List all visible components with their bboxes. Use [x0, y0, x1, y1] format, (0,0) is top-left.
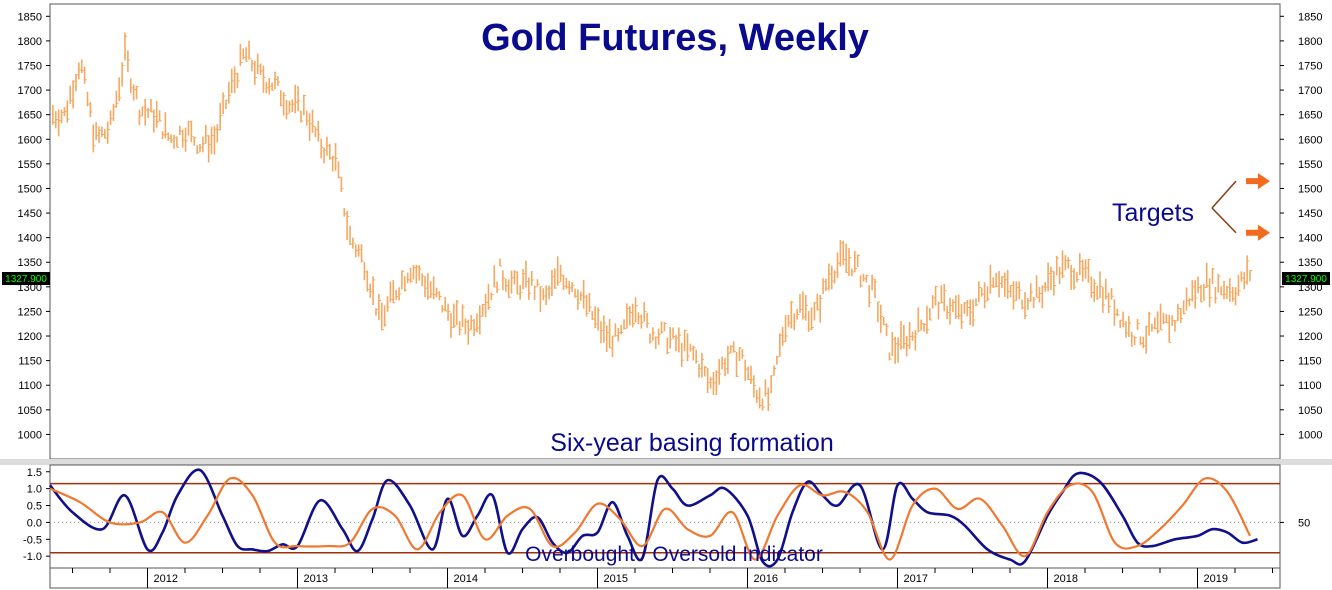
indicator-axis-right: 50 — [1280, 517, 1310, 529]
last-price-tag-right-text: 1327.900 — [1285, 274, 1327, 285]
indicator-tick-label-left: 1.0 — [27, 484, 42, 496]
price-tick-label-left: 1500 — [18, 183, 42, 195]
price-tick-label-left: 1350 — [18, 257, 42, 269]
time-tick-label: 2016 — [754, 573, 778, 585]
indicator-line-slow — [49, 476, 1251, 561]
time-tick-label: 2017 — [904, 573, 928, 585]
price-tick-label-left: 1150 — [18, 356, 42, 368]
price-tick-label-right: 1800 — [1298, 36, 1322, 48]
price-tick-label-left: 1750 — [18, 60, 42, 72]
price-tick-label-right: 1200 — [1298, 331, 1322, 343]
price-axis-right: 1000105011001150120012501300135014001450… — [1280, 11, 1322, 441]
time-tick-label: 2015 — [604, 573, 628, 585]
last-price-tag-right: 1327.900 — [1282, 272, 1330, 285]
targets-annotation: Targets — [1112, 199, 1194, 227]
price-tick-label-left: 1400 — [18, 233, 42, 245]
time-tick-label: 2012 — [154, 573, 178, 585]
price-tick-label-left: 1250 — [18, 306, 42, 318]
price-tick-label-right: 1450 — [1298, 208, 1322, 220]
price-tick-label-left: 1650 — [18, 110, 42, 122]
time-tick-label: 2018 — [1054, 573, 1078, 585]
price-tick-label-right: 1000 — [1298, 429, 1322, 441]
last-price-tag-left-text: 1327.900 — [5, 274, 47, 285]
indicator-lines — [48, 468, 1280, 568]
indicator-tick-label-left: 1.5 — [27, 467, 42, 479]
last-price-tag-right-box — [1282, 272, 1330, 285]
target-leader-line — [1211, 180, 1237, 209]
price-tick-label-right: 1050 — [1298, 405, 1322, 417]
basing-annotation: Six-year basing formation — [550, 429, 833, 457]
indicator-tick-label-left: 0.0 — [27, 517, 42, 529]
indicator-tick-label-right: 50 — [1298, 517, 1310, 529]
target-leader-line — [1211, 207, 1237, 234]
price-tick-label-right: 1150 — [1298, 356, 1322, 368]
price-tick-label-right: 1500 — [1298, 183, 1322, 195]
price-tick-label-right: 1400 — [1298, 233, 1322, 245]
price-tick-label-left: 1000 — [18, 429, 42, 441]
price-tick-label-left: 1100 — [18, 380, 42, 392]
indicator-annotation: Overbought / Oversold Indicator — [525, 543, 823, 566]
price-tick-label-right: 1650 — [1298, 110, 1322, 122]
time-axis-background — [49, 567, 1281, 589]
last-price-tag-left: 1327.900 — [2, 272, 50, 285]
price-tick-label-right: 1250 — [1298, 306, 1322, 318]
target-arrow-icon — [1246, 173, 1270, 190]
last-price-tag-left-box — [2, 272, 50, 285]
target-arrow-icon — [1246, 224, 1270, 241]
price-tick-label-left: 1700 — [18, 85, 42, 97]
time-axis: 2012 2013 2014 2015 2016 2017 2018 2019 — [72, 568, 1273, 588]
price-tick-label-right: 1350 — [1298, 257, 1322, 269]
indicator-axis-left: 1.5 1.0 0.5 0.0 -0.5 -1.0 — [23, 467, 50, 563]
price-tick-label-right: 1600 — [1298, 134, 1322, 146]
price-tick-label-left: 1850 — [18, 11, 42, 23]
indicator-tick-label-left: -1.0 — [23, 551, 42, 563]
price-tick-label-left: 1600 — [18, 134, 42, 146]
time-tick-label: 2019 — [1204, 573, 1228, 585]
chart-title: Gold Futures, Weekly — [481, 17, 869, 59]
price-tick-label-left: 1200 — [18, 331, 42, 343]
price-tick-label-left: 1800 — [18, 36, 42, 48]
panel-separator — [0, 459, 1332, 465]
price-tick-label-right: 1850 — [1298, 11, 1322, 23]
indicator-tick-label-left: 0.5 — [27, 501, 42, 513]
price-tick-label-left: 1450 — [18, 208, 42, 220]
target-arrows — [1211, 173, 1270, 241]
time-tick-label: 2014 — [454, 573, 478, 585]
price-tick-label-right: 1100 — [1298, 380, 1322, 392]
price-bars — [52, 32, 1253, 412]
price-tick-label-right: 1700 — [1298, 85, 1322, 97]
indicator-tick-label-left: -0.5 — [23, 534, 42, 546]
price-tick-label-right: 1550 — [1298, 159, 1322, 171]
time-tick-label: 2013 — [304, 573, 328, 585]
price-axis-left: 1000105011001150120012501300135014001450… — [18, 11, 50, 441]
indicator-line-fast — [48, 468, 1258, 568]
price-tick-label-left: 1050 — [18, 405, 42, 417]
price-tick-label-right: 1750 — [1298, 60, 1322, 72]
price-tick-label-left: 1550 — [18, 159, 42, 171]
